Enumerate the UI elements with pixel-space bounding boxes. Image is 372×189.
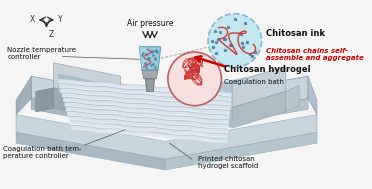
- Polygon shape: [286, 85, 299, 112]
- Polygon shape: [31, 76, 308, 124]
- Text: Chitosan ink: Chitosan ink: [266, 29, 325, 38]
- Polygon shape: [165, 132, 317, 170]
- Polygon shape: [16, 132, 165, 170]
- Text: Chitosan hydrogel: Chitosan hydrogel: [224, 65, 311, 74]
- Polygon shape: [145, 79, 154, 91]
- Polygon shape: [142, 70, 158, 79]
- Polygon shape: [308, 76, 317, 115]
- Polygon shape: [54, 70, 286, 110]
- Text: Y: Y: [58, 15, 63, 24]
- Text: Nozzle temperature
controller: Nozzle temperature controller: [7, 47, 76, 60]
- Text: Z: Z: [48, 30, 54, 39]
- Text: Air pressure: Air pressure: [127, 19, 173, 28]
- Text: Chitosan chains self-
assemble and aggregate: Chitosan chains self- assemble and aggre…: [266, 48, 364, 61]
- Polygon shape: [58, 74, 232, 128]
- Text: Coagulation bath tem-
perature controller: Coagulation bath tem- perature controlle…: [3, 146, 81, 159]
- Text: Coagulation bath: Coagulation bath: [224, 79, 284, 84]
- Polygon shape: [232, 66, 286, 108]
- Circle shape: [168, 52, 221, 106]
- Polygon shape: [165, 98, 308, 134]
- Polygon shape: [16, 76, 31, 115]
- Polygon shape: [16, 115, 317, 159]
- Text: Printed chitosan
hydrogel scaffold: Printed chitosan hydrogel scaffold: [198, 156, 259, 169]
- Polygon shape: [36, 88, 54, 112]
- Polygon shape: [139, 47, 147, 70]
- Polygon shape: [54, 88, 121, 121]
- Polygon shape: [31, 98, 165, 134]
- Polygon shape: [54, 63, 121, 100]
- Text: X: X: [29, 15, 35, 24]
- Polygon shape: [139, 47, 161, 70]
- Circle shape: [208, 14, 262, 67]
- Polygon shape: [232, 91, 286, 128]
